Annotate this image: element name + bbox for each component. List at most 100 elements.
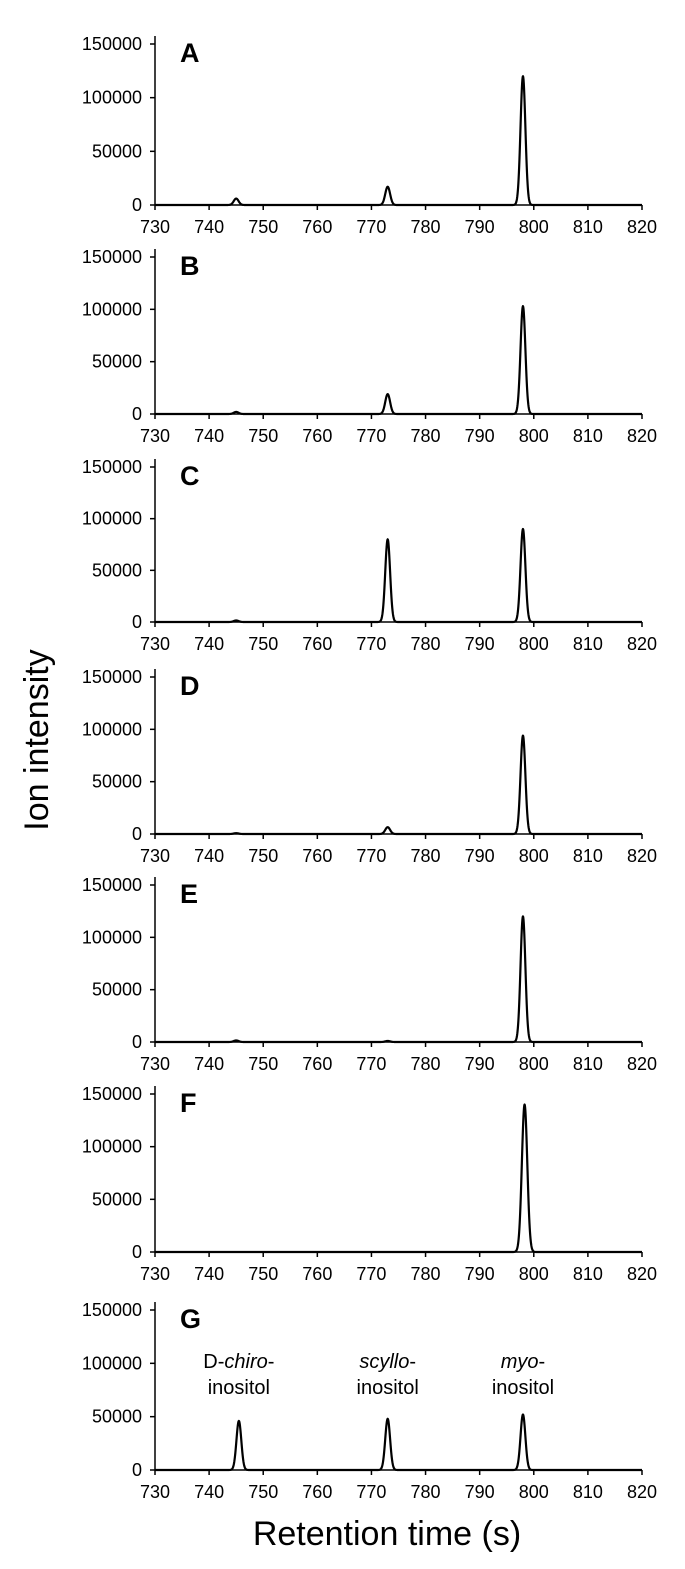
y-tick-label: 100000	[82, 88, 142, 108]
x-tick-label: 770	[356, 1264, 386, 1284]
y-tick-label: 150000	[82, 34, 142, 54]
x-tick-label: 740	[194, 1482, 224, 1502]
x-tick-label: 760	[302, 846, 332, 866]
x-tick-label: 820	[627, 634, 657, 654]
x-tick-label: 770	[356, 1482, 386, 1502]
x-tick-label: 770	[356, 426, 386, 446]
x-tick-label: 740	[194, 217, 224, 237]
y-tick-label: 150000	[82, 247, 142, 267]
x-tick-label: 750	[248, 217, 278, 237]
x-tick-label: 790	[465, 634, 495, 654]
chromatogram-trace	[154, 527, 643, 624]
x-tick-label: 760	[302, 217, 332, 237]
x-tick-label: 740	[194, 846, 224, 866]
y-tick-label: 50000	[92, 141, 142, 161]
panel-label: F	[180, 1088, 197, 1118]
x-tick-label: 810	[573, 846, 603, 866]
x-tick-label: 730	[140, 634, 170, 654]
x-tick-label: 730	[140, 1264, 170, 1284]
x-tick-label: 740	[194, 1054, 224, 1074]
peak-label-name: D-chiro-	[203, 1351, 274, 1373]
y-tick-label: 100000	[82, 1353, 142, 1373]
peak-label-name: myo-	[501, 1351, 545, 1373]
y-tick-label: 100000	[82, 299, 142, 319]
y-tick-label: 150000	[82, 667, 142, 687]
x-tick-label: 810	[573, 634, 603, 654]
x-tick-label: 820	[627, 1482, 657, 1502]
panel-label: B	[180, 251, 200, 281]
peak-label-inositol: inositol	[492, 1377, 554, 1399]
y-tick-label: 50000	[92, 980, 142, 1000]
x-tick-label: 760	[302, 1054, 332, 1074]
y-tick-label: 50000	[92, 352, 142, 372]
panel-a: 0 50000 100000 150000 730 740 750 760 770 780 790 8…	[82, 34, 657, 237]
x-tick-label: 780	[411, 217, 441, 237]
x-tick-label: 750	[248, 1482, 278, 1502]
panel-b: 0 50000 100000 150000 730 740 750 760 770 780 790 8…	[82, 247, 657, 446]
x-tick-label: 800	[519, 846, 549, 866]
y-tick-label: 100000	[82, 1137, 142, 1157]
chromatogram-trace	[154, 1103, 643, 1254]
x-tick-label: 760	[302, 426, 332, 446]
x-tick-label: 740	[194, 426, 224, 446]
y-tick-label: 150000	[82, 1084, 142, 1104]
panel-g: 0 50000 100000 150000 730 740 750 760 770 780 790 8…	[82, 1300, 657, 1502]
panel-label: D	[180, 671, 200, 701]
x-tick-label: 750	[248, 426, 278, 446]
y-tick-label: 0	[132, 1242, 142, 1262]
x-tick-label: 820	[627, 217, 657, 237]
x-tick-label: 780	[411, 426, 441, 446]
x-tick-label: 760	[302, 634, 332, 654]
panel-e: 0 50000 100000 150000 730 740 750 760 770 780 790 8…	[82, 875, 657, 1074]
x-tick-label: 810	[573, 1482, 603, 1502]
y-tick-label: 0	[132, 195, 142, 215]
y-tick-label: 150000	[82, 875, 142, 895]
panel-d: 0 50000 100000 150000 730 740 750 760 770 780 790 8…	[82, 667, 657, 866]
panel-c: 0 50000 100000 150000 730 740 750 760 770 780 790 8…	[82, 457, 657, 654]
y-tick-label: 50000	[92, 772, 142, 792]
panel-label: E	[180, 879, 198, 909]
x-tick-label: 800	[519, 1054, 549, 1074]
x-tick-label: 820	[627, 846, 657, 866]
chromatogram-trace	[154, 305, 643, 416]
x-tick-label: 730	[140, 1482, 170, 1502]
y-tick-label: 100000	[82, 927, 142, 947]
x-tick-label: 750	[248, 846, 278, 866]
y-tick-label: 0	[132, 1460, 142, 1480]
x-tick-label: 810	[573, 1054, 603, 1074]
y-tick-label: 0	[132, 824, 142, 844]
peak-label-inositol: inositol	[208, 1377, 270, 1399]
x-tick-label: 770	[356, 634, 386, 654]
x-tick-label: 780	[411, 1054, 441, 1074]
x-tick-label: 740	[194, 634, 224, 654]
panel-label: A	[180, 38, 200, 68]
panel-f: 0 50000 100000 150000 730 740 750 760 770 780 790 8…	[82, 1084, 657, 1284]
y-tick-label: 0	[132, 404, 142, 424]
panel-label: C	[180, 461, 200, 491]
x-tick-label: 750	[248, 1264, 278, 1284]
x-tick-label: 810	[573, 426, 603, 446]
x-tick-label: 750	[248, 634, 278, 654]
x-tick-label: 740	[194, 1264, 224, 1284]
chromatogram-trace	[154, 1413, 643, 1472]
x-tick-label: 820	[627, 1054, 657, 1074]
x-tick-label: 730	[140, 217, 170, 237]
x-tick-label: 760	[302, 1482, 332, 1502]
peak-label-inositol: inositol	[357, 1377, 419, 1399]
y-tick-label: 0	[132, 1032, 142, 1052]
x-tick-label: 800	[519, 1482, 549, 1502]
y-axis-title: Ion intensity	[18, 649, 56, 830]
x-tick-label: 780	[411, 846, 441, 866]
chromatogram-trace	[154, 75, 643, 207]
x-tick-label: 790	[465, 846, 495, 866]
x-tick-label: 730	[140, 1054, 170, 1074]
y-tick-label: 50000	[92, 1407, 142, 1427]
x-tick-label: 780	[411, 1264, 441, 1284]
x-tick-label: 800	[519, 634, 549, 654]
x-tick-label: 770	[356, 217, 386, 237]
x-tick-label: 810	[573, 1264, 603, 1284]
x-tick-label: 790	[465, 1054, 495, 1074]
x-tick-label: 730	[140, 846, 170, 866]
x-tick-label: 770	[356, 846, 386, 866]
